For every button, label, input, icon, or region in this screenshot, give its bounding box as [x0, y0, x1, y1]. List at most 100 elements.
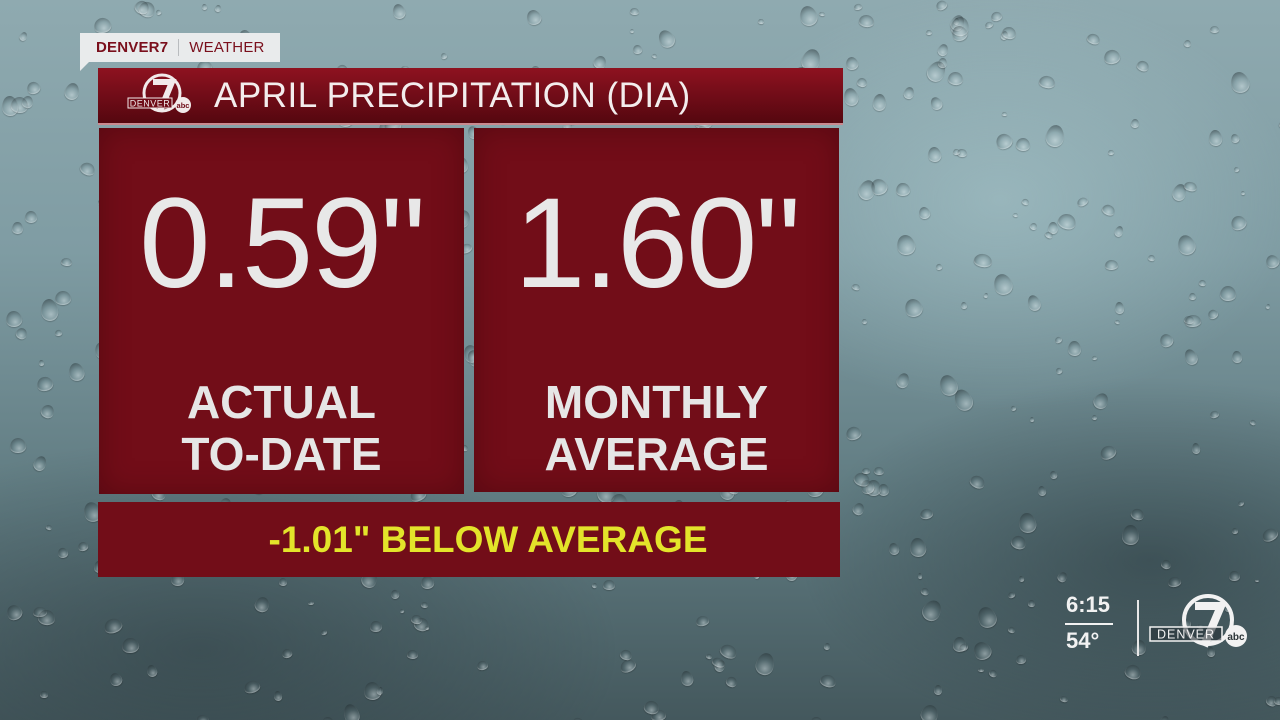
raindrop [319, 715, 336, 720]
raindrop [952, 148, 960, 156]
raindrop [1129, 507, 1146, 522]
raindrop [1075, 196, 1089, 209]
raindrop [4, 309, 23, 329]
raindrop [757, 18, 764, 25]
svg-text:DENVER: DENVER [130, 98, 171, 108]
raindrop [1130, 118, 1140, 129]
raindrop [999, 29, 1009, 41]
raindrop [101, 616, 124, 636]
raindrop [991, 271, 1015, 297]
raindrop [856, 178, 879, 203]
raindrop [591, 581, 598, 589]
raindrop [1241, 191, 1246, 196]
raindrop [9, 437, 28, 455]
actual-to-date-panel: 0.59" ACTUAL TO-DATE [99, 128, 464, 494]
raindrop [987, 668, 999, 679]
raindrop [53, 289, 72, 306]
raindrop [983, 292, 989, 299]
raindrop [1198, 279, 1206, 287]
raindrop [1100, 202, 1117, 218]
raindrop [1014, 654, 1027, 666]
raindrop [947, 70, 964, 86]
raindrop [570, 715, 586, 720]
raindrop [62, 81, 82, 102]
raindrop [853, 3, 862, 11]
raindrop [718, 642, 739, 662]
raindrop [851, 283, 861, 292]
raindrop [1264, 693, 1279, 708]
raindrop [399, 608, 406, 614]
raindrop [1048, 469, 1058, 480]
raindrop [280, 647, 293, 659]
raindrop [908, 537, 927, 559]
raindrop [1237, 500, 1246, 508]
raindrop [1184, 314, 1202, 328]
raindrop [406, 650, 419, 660]
raindrop [936, 42, 950, 57]
raindrop [38, 359, 44, 366]
raindrop [933, 684, 942, 695]
raindrop [752, 651, 776, 678]
raindrop [120, 636, 140, 655]
actual-label-line1: ACTUAL [186, 376, 377, 428]
raindrop [1273, 695, 1280, 707]
raindrop [1038, 74, 1056, 90]
raindrop [1027, 599, 1035, 608]
svg-text:DENVER: DENVER [1157, 628, 1215, 642]
raindrop [242, 678, 261, 695]
below-average-text: -1.01" BELOW AVERAGE [268, 518, 708, 560]
raindrop [1191, 442, 1201, 454]
raindrop [851, 470, 871, 488]
raindrop [1015, 137, 1032, 152]
raindrop [877, 483, 890, 497]
raindrop [60, 257, 73, 267]
raindrop [1020, 197, 1030, 206]
raindrop [1182, 38, 1192, 48]
raindrop [1183, 315, 1195, 325]
raindrop [1113, 225, 1125, 238]
raindrop [937, 373, 960, 399]
raindrop [917, 205, 931, 221]
raindrop [1259, 525, 1280, 544]
raindrop [54, 329, 63, 337]
raindrop [603, 579, 616, 591]
raindrop [650, 708, 668, 720]
raindrop [1054, 335, 1064, 345]
raindrop [1231, 527, 1239, 535]
raindrop [858, 478, 877, 497]
actual-label: ACTUAL TO-DATE [99, 376, 464, 480]
raindrop [1188, 292, 1196, 301]
raindrop [861, 467, 870, 474]
raindrop [629, 8, 639, 16]
raindrop [642, 699, 660, 717]
raindrop [18, 30, 29, 42]
svg-text:abc: abc [1227, 632, 1245, 643]
raindrop [894, 182, 911, 197]
raindrop [201, 3, 207, 11]
raindrop [947, 12, 967, 33]
raindrop [1114, 319, 1121, 325]
raindrop [1263, 253, 1280, 271]
raindrop [1160, 558, 1173, 571]
raindrop [957, 642, 969, 653]
raindrop [45, 524, 54, 531]
raindrop [376, 686, 385, 696]
raindrop [419, 601, 429, 609]
raindrop [894, 233, 917, 257]
raindrop [278, 578, 287, 586]
page-title: APRIL PRECIPITATION (DIA) [214, 75, 691, 115]
raindrop [32, 606, 48, 619]
raindrop [951, 386, 977, 414]
raindrop [842, 86, 860, 108]
raindrop [1228, 213, 1248, 233]
raindrop [1147, 254, 1156, 262]
raindrop [894, 371, 911, 390]
average-label-line2: AVERAGE [544, 428, 769, 480]
raindrop [1001, 111, 1007, 116]
raindrop [108, 670, 125, 688]
raindrop [1055, 570, 1068, 583]
raindrop [844, 55, 860, 72]
raindrop [873, 466, 885, 476]
station-info: 6:15 54° DENVER abc [1060, 592, 1260, 662]
raindrop [993, 131, 1015, 152]
